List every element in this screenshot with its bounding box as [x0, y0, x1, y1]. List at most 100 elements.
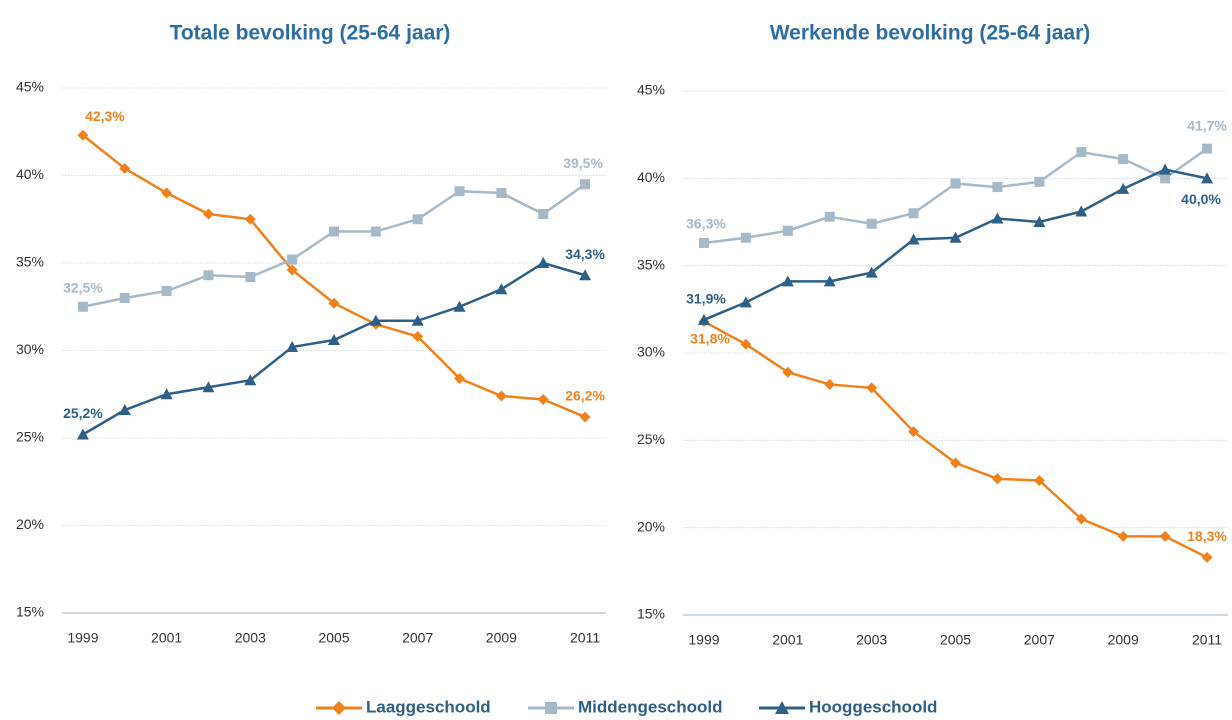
marker [697, 313, 710, 325]
y-tick-label: 25% [637, 431, 665, 447]
legend-label: Middengeschoold [578, 697, 723, 716]
marker [161, 286, 172, 296]
x-tick-label: 1999 [67, 630, 98, 646]
legend: Laaggeschoold Middengeschoold Hooggeschool… [316, 697, 937, 716]
marker [740, 232, 751, 243]
y-tick-label: 40% [16, 166, 44, 182]
marker [328, 334, 340, 345]
marker [824, 211, 835, 222]
marker [286, 264, 298, 276]
x-tick-label: 2009 [486, 630, 517, 646]
marker [161, 187, 173, 199]
marker [991, 473, 1003, 485]
y-tick-label: 25% [16, 429, 44, 445]
marker [949, 231, 962, 243]
x-tick-label: 2001 [151, 630, 182, 646]
marker [495, 283, 508, 295]
x-tick-label: 2003 [856, 632, 887, 648]
marker [1160, 173, 1171, 184]
marker [908, 208, 919, 219]
legend-label: Hooggeschoold [809, 697, 937, 716]
x-tick-label: 1999 [688, 632, 719, 648]
marker [119, 293, 130, 303]
x-tick-label: 2005 [940, 632, 971, 648]
data-label: 41,7% [1187, 117, 1227, 133]
marker [1118, 154, 1129, 165]
marker [1034, 176, 1045, 187]
marker [907, 233, 920, 245]
marker [1117, 182, 1130, 194]
marker [992, 182, 1003, 193]
marker [202, 381, 215, 393]
marker [77, 129, 89, 141]
marker [782, 225, 793, 236]
data-label: 39,5% [563, 155, 603, 171]
data-label: 25,2% [63, 405, 103, 421]
marker [1076, 147, 1087, 158]
data-label: 31,9% [686, 291, 726, 307]
marker [1159, 530, 1171, 542]
x-tick-label: 2009 [1108, 632, 1139, 648]
marker [160, 388, 173, 400]
y-tick-label: 20% [637, 518, 665, 534]
marker [1159, 163, 1172, 175]
chart-title: Totale bevolking (25-64 jaar) [170, 22, 451, 45]
marker [865, 266, 878, 278]
marker [537, 257, 550, 268]
y-tick-label: 35% [637, 256, 665, 272]
marker [579, 411, 591, 423]
marker [824, 378, 836, 390]
y-tick-label: 30% [16, 341, 44, 357]
marker [77, 301, 88, 312]
data-label: 34,3% [565, 246, 605, 262]
y-tick-label: 15% [16, 604, 44, 620]
data-label: 18,3% [1187, 528, 1227, 544]
marker [369, 314, 382, 326]
x-tick-label: 2011 [570, 630, 600, 646]
y-tick-label: 15% [637, 606, 665, 622]
marker [866, 382, 878, 394]
marker [118, 404, 131, 415]
marker [823, 275, 836, 287]
y-tick-label: 45% [16, 79, 44, 95]
marker [991, 212, 1004, 224]
legend-marker [775, 701, 789, 714]
marker [1202, 143, 1213, 154]
x-tick-label: 2005 [318, 630, 349, 646]
y-tick-label: 30% [637, 344, 665, 360]
marker [244, 374, 257, 386]
marker [411, 314, 424, 326]
data-label: 42,3% [85, 108, 125, 124]
marker [202, 208, 214, 220]
marker [370, 226, 381, 237]
marker [1033, 475, 1045, 487]
marker [950, 457, 961, 469]
marker [1201, 172, 1214, 184]
y-tick-label: 20% [16, 516, 44, 532]
y-tick-label: 35% [16, 254, 44, 270]
marker [1033, 216, 1046, 227]
marker [1075, 205, 1088, 217]
marker [119, 163, 131, 174]
marker [782, 366, 794, 378]
marker [908, 426, 920, 438]
marker [244, 213, 256, 225]
marker [1075, 513, 1087, 525]
data-label: 36,3% [686, 216, 726, 232]
data-label: 40,0% [1181, 191, 1221, 207]
y-tick-label: 40% [637, 169, 665, 185]
data-label: 31,8% [690, 330, 730, 346]
marker [866, 218, 877, 229]
y-tick-label: 45% [637, 82, 665, 98]
marker [454, 186, 465, 197]
marker [538, 209, 549, 219]
data-label: 32,5% [63, 279, 103, 295]
marker [496, 188, 507, 198]
marker [781, 275, 794, 287]
marker [740, 338, 752, 350]
marker [453, 300, 466, 312]
marker [412, 331, 424, 342]
marker [286, 341, 299, 352]
